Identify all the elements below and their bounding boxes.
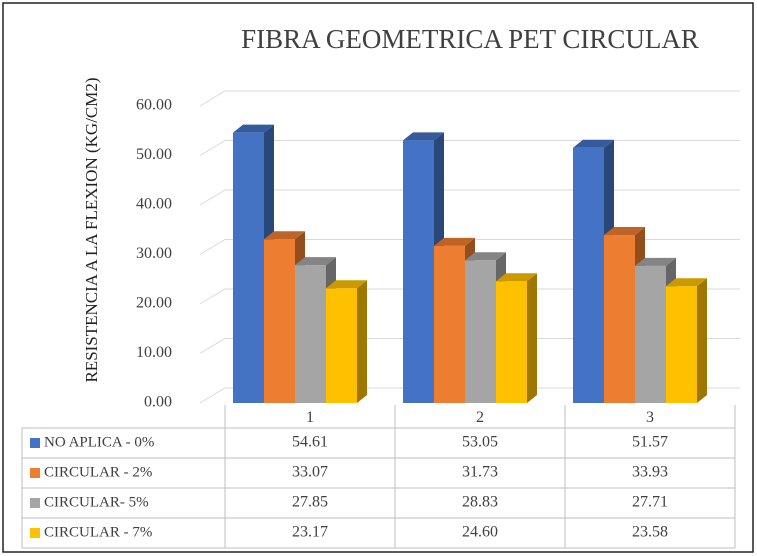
bar-side bbox=[527, 273, 537, 403]
y-tick-label: 10.00 bbox=[136, 344, 172, 361]
y-tick-label: 30.00 bbox=[136, 245, 172, 262]
table-value: 54.61 bbox=[292, 434, 328, 451]
y-axis-label: RESISTENCIA A LA FLEXION (KG/CM2) bbox=[82, 77, 101, 382]
bar-top bbox=[604, 227, 645, 236]
bar-side bbox=[697, 278, 707, 403]
legend-label: CIRCULAR- 5% bbox=[44, 494, 149, 510]
chart-title: FIBRA GEOMETRICA PET CIRCULAR bbox=[241, 24, 699, 54]
table-value: 24.60 bbox=[462, 524, 498, 541]
bar-top bbox=[295, 257, 336, 266]
legend-label: NO APLICA - 0% bbox=[44, 434, 154, 450]
table-value: 27.71 bbox=[632, 494, 668, 511]
y-tick-label: 50.00 bbox=[136, 146, 172, 163]
table-value: 33.07 bbox=[292, 464, 328, 481]
grid-line bbox=[199, 239, 740, 255]
bar bbox=[465, 260, 496, 403]
bar bbox=[434, 245, 465, 403]
table-value: 51.57 bbox=[632, 434, 668, 451]
bar-side bbox=[357, 280, 367, 403]
legend-label: CIRCULAR - 2% bbox=[44, 464, 152, 480]
table-value: 31.73 bbox=[462, 464, 498, 481]
legend-label: CIRCULAR - 7% bbox=[44, 524, 152, 540]
x-tick-label: 2 bbox=[476, 409, 484, 426]
bar bbox=[295, 265, 326, 403]
grid-line bbox=[199, 338, 740, 354]
grid-line bbox=[199, 90, 740, 107]
bar bbox=[264, 239, 295, 403]
grid-line bbox=[199, 387, 740, 404]
table-value: 23.58 bbox=[632, 524, 668, 541]
bar-top bbox=[233, 124, 274, 133]
bar bbox=[573, 147, 604, 403]
x-tick-label: 3 bbox=[646, 409, 654, 426]
bar bbox=[666, 286, 697, 403]
legend-swatch bbox=[30, 468, 40, 478]
legend-swatch bbox=[30, 438, 40, 448]
grid-line bbox=[199, 189, 740, 206]
bar-top bbox=[403, 132, 444, 141]
y-tick-label: 60.00 bbox=[136, 97, 172, 114]
bar bbox=[233, 132, 264, 404]
table-value: 53.05 bbox=[462, 434, 498, 451]
bar bbox=[604, 235, 635, 403]
legend-swatch bbox=[30, 498, 40, 508]
bar-top bbox=[434, 237, 475, 246]
bar bbox=[496, 281, 527, 403]
bar-top bbox=[465, 252, 506, 261]
y-tick-label: 20.00 bbox=[136, 295, 172, 312]
bar bbox=[326, 288, 357, 403]
bar-top bbox=[264, 231, 305, 240]
table-value: 27.85 bbox=[292, 494, 328, 511]
legend-swatch bbox=[30, 528, 40, 538]
bar-top bbox=[666, 278, 707, 287]
bar-top bbox=[326, 280, 367, 289]
table-value: 33.93 bbox=[632, 464, 668, 481]
bar-top bbox=[496, 273, 537, 282]
grid-line bbox=[199, 140, 740, 156]
table-value: 28.83 bbox=[462, 494, 498, 511]
y-tick-label: 0.00 bbox=[144, 394, 172, 411]
bar bbox=[403, 140, 434, 403]
table-value: 23.17 bbox=[292, 524, 328, 541]
grid-line bbox=[199, 288, 740, 305]
x-tick-label: 1 bbox=[306, 409, 314, 426]
bar bbox=[635, 265, 666, 403]
y-tick-label: 40.00 bbox=[136, 196, 172, 213]
bar-top bbox=[635, 257, 676, 266]
bar-top bbox=[573, 139, 614, 148]
